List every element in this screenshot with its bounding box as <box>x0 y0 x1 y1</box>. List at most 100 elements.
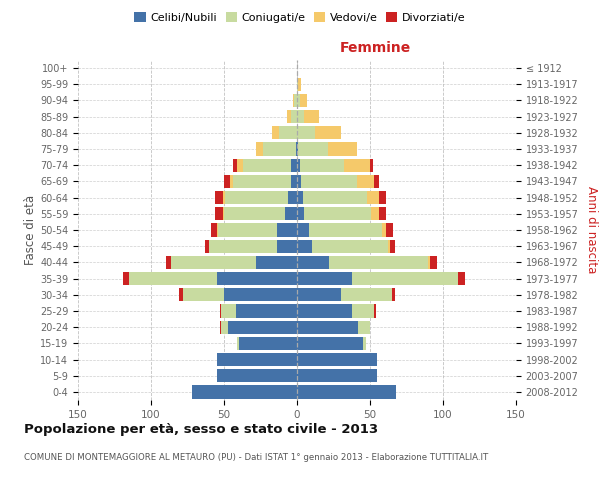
Bar <box>428 256 430 269</box>
Bar <box>205 240 209 253</box>
Bar <box>358 320 370 334</box>
Bar <box>391 240 395 253</box>
Bar <box>297 175 301 188</box>
Bar <box>301 175 357 188</box>
Bar <box>297 110 304 124</box>
Bar <box>239 336 297 350</box>
Text: Femmine: Femmine <box>340 41 412 55</box>
Bar <box>297 224 308 236</box>
Bar <box>357 175 374 188</box>
Bar <box>192 386 297 398</box>
Bar <box>223 207 224 220</box>
Bar <box>297 272 352 285</box>
Bar <box>328 142 357 156</box>
Bar <box>291 175 297 188</box>
Bar <box>388 240 391 253</box>
Bar <box>297 304 352 318</box>
Bar <box>297 158 300 172</box>
Bar <box>297 191 303 204</box>
Bar <box>297 142 298 156</box>
Bar <box>226 191 288 204</box>
Bar <box>221 304 236 318</box>
Bar <box>230 175 233 188</box>
Bar <box>297 353 377 366</box>
Bar <box>341 288 392 302</box>
Bar <box>220 320 221 334</box>
Bar <box>314 126 341 140</box>
Bar <box>298 78 301 91</box>
Bar <box>293 94 294 107</box>
Bar <box>233 175 291 188</box>
Bar <box>297 207 304 220</box>
Bar <box>291 158 297 172</box>
Bar <box>220 304 221 318</box>
Bar <box>224 207 286 220</box>
Bar <box>256 142 263 156</box>
Bar <box>297 240 311 253</box>
Bar <box>297 256 329 269</box>
Bar <box>223 191 226 204</box>
Bar <box>277 240 297 253</box>
Bar <box>217 224 218 236</box>
Bar <box>379 207 386 220</box>
Bar <box>211 224 217 236</box>
Bar <box>217 369 297 382</box>
Bar <box>303 191 367 204</box>
Bar <box>367 191 379 204</box>
Bar <box>363 336 365 350</box>
Bar <box>352 272 458 285</box>
Bar <box>300 158 344 172</box>
Bar <box>379 191 386 204</box>
Legend: Celibi/Nubili, Coniugati/e, Vedovi/e, Divorziati/e: Celibi/Nubili, Coniugati/e, Vedovi/e, Di… <box>130 8 470 28</box>
Bar <box>217 353 297 366</box>
Bar <box>297 386 396 398</box>
Bar <box>304 207 371 220</box>
Bar <box>294 94 297 107</box>
Y-axis label: Fasce di età: Fasce di età <box>24 195 37 265</box>
Bar <box>297 94 300 107</box>
Bar <box>209 240 277 253</box>
Bar <box>298 142 328 156</box>
Bar <box>286 207 297 220</box>
Bar <box>272 126 280 140</box>
Bar <box>430 256 437 269</box>
Bar <box>297 288 341 302</box>
Bar <box>386 224 394 236</box>
Bar <box>236 304 297 318</box>
Bar <box>123 272 129 285</box>
Bar <box>218 224 277 236</box>
Bar <box>392 288 395 302</box>
Bar <box>280 126 297 140</box>
Bar <box>297 369 377 382</box>
Bar <box>344 158 370 172</box>
Bar <box>215 191 223 204</box>
Bar <box>179 288 183 302</box>
Bar <box>288 191 297 204</box>
Bar <box>296 142 297 156</box>
Bar <box>374 304 376 318</box>
Bar <box>183 288 224 302</box>
Y-axis label: Anni di nascita: Anni di nascita <box>585 186 598 274</box>
Bar <box>304 110 319 124</box>
Bar <box>374 175 379 188</box>
Bar <box>458 272 465 285</box>
Bar <box>329 256 428 269</box>
Bar <box>297 320 358 334</box>
Text: COMUNE DI MONTEMAGGIORE AL METAURO (PU) - Dati ISTAT 1° gennaio 2013 - Elaborazi: COMUNE DI MONTEMAGGIORE AL METAURO (PU) … <box>24 452 488 462</box>
Bar <box>352 304 374 318</box>
Bar <box>224 288 297 302</box>
Bar <box>233 158 237 172</box>
Bar <box>297 336 363 350</box>
Bar <box>129 272 217 285</box>
Bar <box>297 78 298 91</box>
Bar <box>217 272 297 285</box>
Bar <box>370 158 373 172</box>
Bar <box>256 256 297 269</box>
Bar <box>166 256 172 269</box>
Bar <box>311 240 388 253</box>
Text: Popolazione per età, sesso e stato civile - 2013: Popolazione per età, sesso e stato civil… <box>24 422 378 436</box>
Bar <box>215 207 223 220</box>
Bar <box>291 110 297 124</box>
Bar <box>237 158 243 172</box>
Bar <box>308 224 382 236</box>
